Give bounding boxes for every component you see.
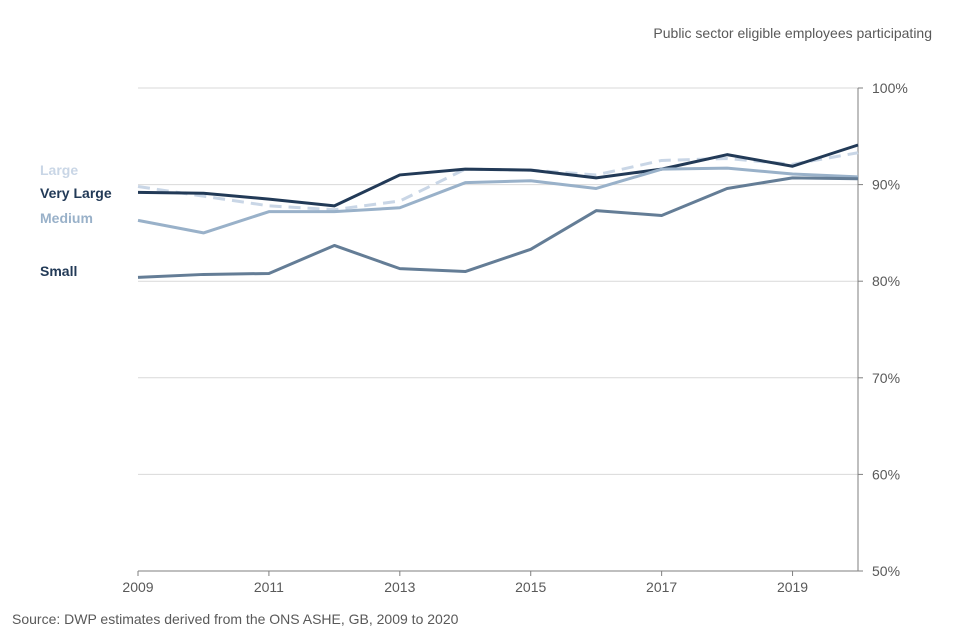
x-tick-label: 2013: [384, 579, 415, 595]
x-tick-label: 2009: [122, 579, 153, 595]
legend-label-medium: Medium: [40, 210, 93, 226]
y-tick-label: 50%: [872, 563, 900, 579]
y-tick-label: 60%: [872, 466, 900, 482]
source-note: Source: DWP estimates derived from the O…: [12, 611, 459, 627]
series-lines: [137, 143, 859, 279]
y-tick-label: 70%: [872, 370, 900, 386]
x-tick-label: 2019: [777, 579, 808, 595]
legend-label-very-large: Very Large: [40, 185, 112, 201]
series-line-small: [137, 176, 859, 279]
axes: [137, 87, 863, 576]
series-line-medium: [137, 166, 859, 235]
x-tick-label: 2011: [254, 579, 284, 595]
gridlines: [138, 87, 858, 475]
legend-label-large: Large: [40, 162, 79, 178]
series-line-very-large: [137, 143, 859, 208]
y-tick-label: 100%: [872, 80, 908, 96]
legend-label-small: Small: [40, 263, 78, 279]
y-tick-label: 80%: [872, 273, 900, 289]
tick-labels: 50% 60% 70% 80% 90% 100% 2009 2011 2013 2015 2017 2…: [122, 80, 907, 595]
y-tick-label: 90%: [872, 177, 900, 193]
x-tick-label: 2017: [646, 579, 677, 595]
x-tick-label: 2015: [515, 579, 546, 595]
chart-subtitle: Public sector eligible employees partici…: [653, 25, 932, 41]
